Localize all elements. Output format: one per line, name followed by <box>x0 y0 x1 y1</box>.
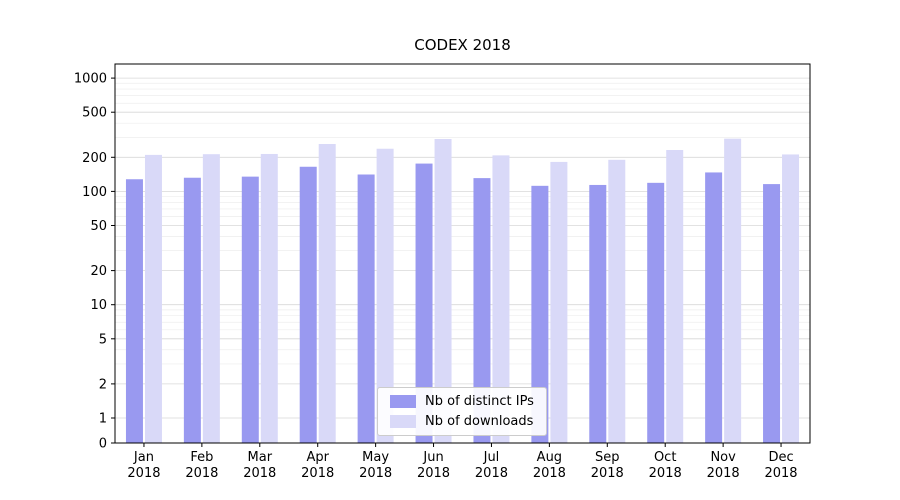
bar-distinct-ips-jan <box>125 179 143 443</box>
bar-distinct-ips-jun <box>415 163 433 443</box>
legend-swatch-distinct-ips <box>390 395 416 408</box>
x-tick-label-year: 2018 <box>533 466 566 481</box>
x-tick-label-year: 2018 <box>243 466 276 481</box>
x-tick-label-year: 2018 <box>764 466 797 481</box>
bar-downloads-aug <box>550 161 568 444</box>
x-tick-label-month: Mar <box>248 450 273 465</box>
bar-downloads-jan <box>144 154 162 443</box>
bar-downloads-oct <box>666 149 684 443</box>
bar-downloads-dec <box>782 154 800 443</box>
bar-distinct-ips-dec <box>763 184 781 443</box>
bar-distinct-ips-jul <box>473 178 491 443</box>
gridlines <box>115 77 810 419</box>
bar-downloads-jul <box>492 155 510 444</box>
x-tick-label-month: Oct <box>654 450 676 465</box>
y-tick-label: 500 <box>82 106 107 121</box>
legend-item-distinct-ips: Nb of distinct IPs <box>390 395 534 408</box>
bar-downloads-sep <box>608 159 626 444</box>
bar-downloads-jun <box>434 139 452 443</box>
x-tick-label-year: 2018 <box>185 466 218 481</box>
bars <box>125 138 800 444</box>
bar-downloads-may <box>376 148 394 443</box>
x-tick-label-month: May <box>362 450 389 465</box>
legend-item-downloads: Nb of downloads <box>390 415 534 428</box>
x-tick-label-month: Dec <box>768 450 793 465</box>
x-tick-label-month: Jun <box>422 450 443 465</box>
x-tick-label-month: Jan <box>133 450 154 465</box>
bar-downloads-feb <box>202 154 220 444</box>
bar-distinct-ips-nov <box>705 172 723 444</box>
y-tick-label: 5 <box>99 332 107 347</box>
x-tick-label-year: 2018 <box>127 466 160 481</box>
x-tick-label-month: Apr <box>306 450 329 465</box>
y-tick-label: 10 <box>90 298 107 313</box>
bar-distinct-ips-feb <box>183 177 201 444</box>
x-axis: Jan2018Feb2018Mar2018Apr2018May2018Jun20… <box>127 443 798 481</box>
y-tick-label: 0 <box>99 437 107 452</box>
legend-swatch-downloads <box>390 415 416 428</box>
y-tick-label: 50 <box>90 219 107 234</box>
x-tick-label-month: Nov <box>710 450 736 465</box>
legend-label-distinct-ips: Nb of distinct IPs <box>425 394 534 409</box>
plot-border <box>114 63 811 444</box>
x-tick-label-month: Aug <box>537 450 562 465</box>
bar-downloads-mar <box>260 153 278 444</box>
y-tick-label: 200 <box>82 151 107 166</box>
legend-label-downloads: Nb of downloads <box>425 414 534 429</box>
y-tick-label: 100 <box>82 185 107 200</box>
legend: Nb of distinct IPs Nb of downloads <box>377 387 547 436</box>
bar-downloads-nov <box>724 138 742 443</box>
bar-distinct-ips-aug <box>531 185 549 443</box>
x-tick-label-year: 2018 <box>649 466 682 481</box>
bar-downloads-apr <box>318 144 336 443</box>
y-tick-label: 1 <box>99 412 107 427</box>
x-tick-label-year: 2018 <box>707 466 740 481</box>
bar-distinct-ips-mar <box>241 176 259 443</box>
bar-distinct-ips-oct <box>647 182 665 444</box>
chart-title: CODEX 2018 <box>414 36 511 54</box>
x-tick-label-year: 2018 <box>359 466 392 481</box>
x-tick-label-month: Jul <box>483 450 500 465</box>
x-tick-label-year: 2018 <box>301 466 334 481</box>
x-tick-label-month: Feb <box>190 450 213 465</box>
bar-distinct-ips-may <box>357 174 375 443</box>
bar-distinct-ips-apr <box>299 166 317 443</box>
x-tick-label-year: 2018 <box>417 466 450 481</box>
y-tick-label: 1000 <box>74 72 107 87</box>
bar-distinct-ips-sep <box>589 184 607 443</box>
y-tick-label: 20 <box>90 264 107 279</box>
x-tick-label-year: 2018 <box>591 466 624 481</box>
x-tick-label-year: 2018 <box>475 466 508 481</box>
y-axis: 0 1 2 5 10 20 50 100 200 500 1000 <box>74 72 115 452</box>
y-tick-label: 2 <box>99 377 107 392</box>
x-tick-label-month: Sep <box>595 450 620 465</box>
